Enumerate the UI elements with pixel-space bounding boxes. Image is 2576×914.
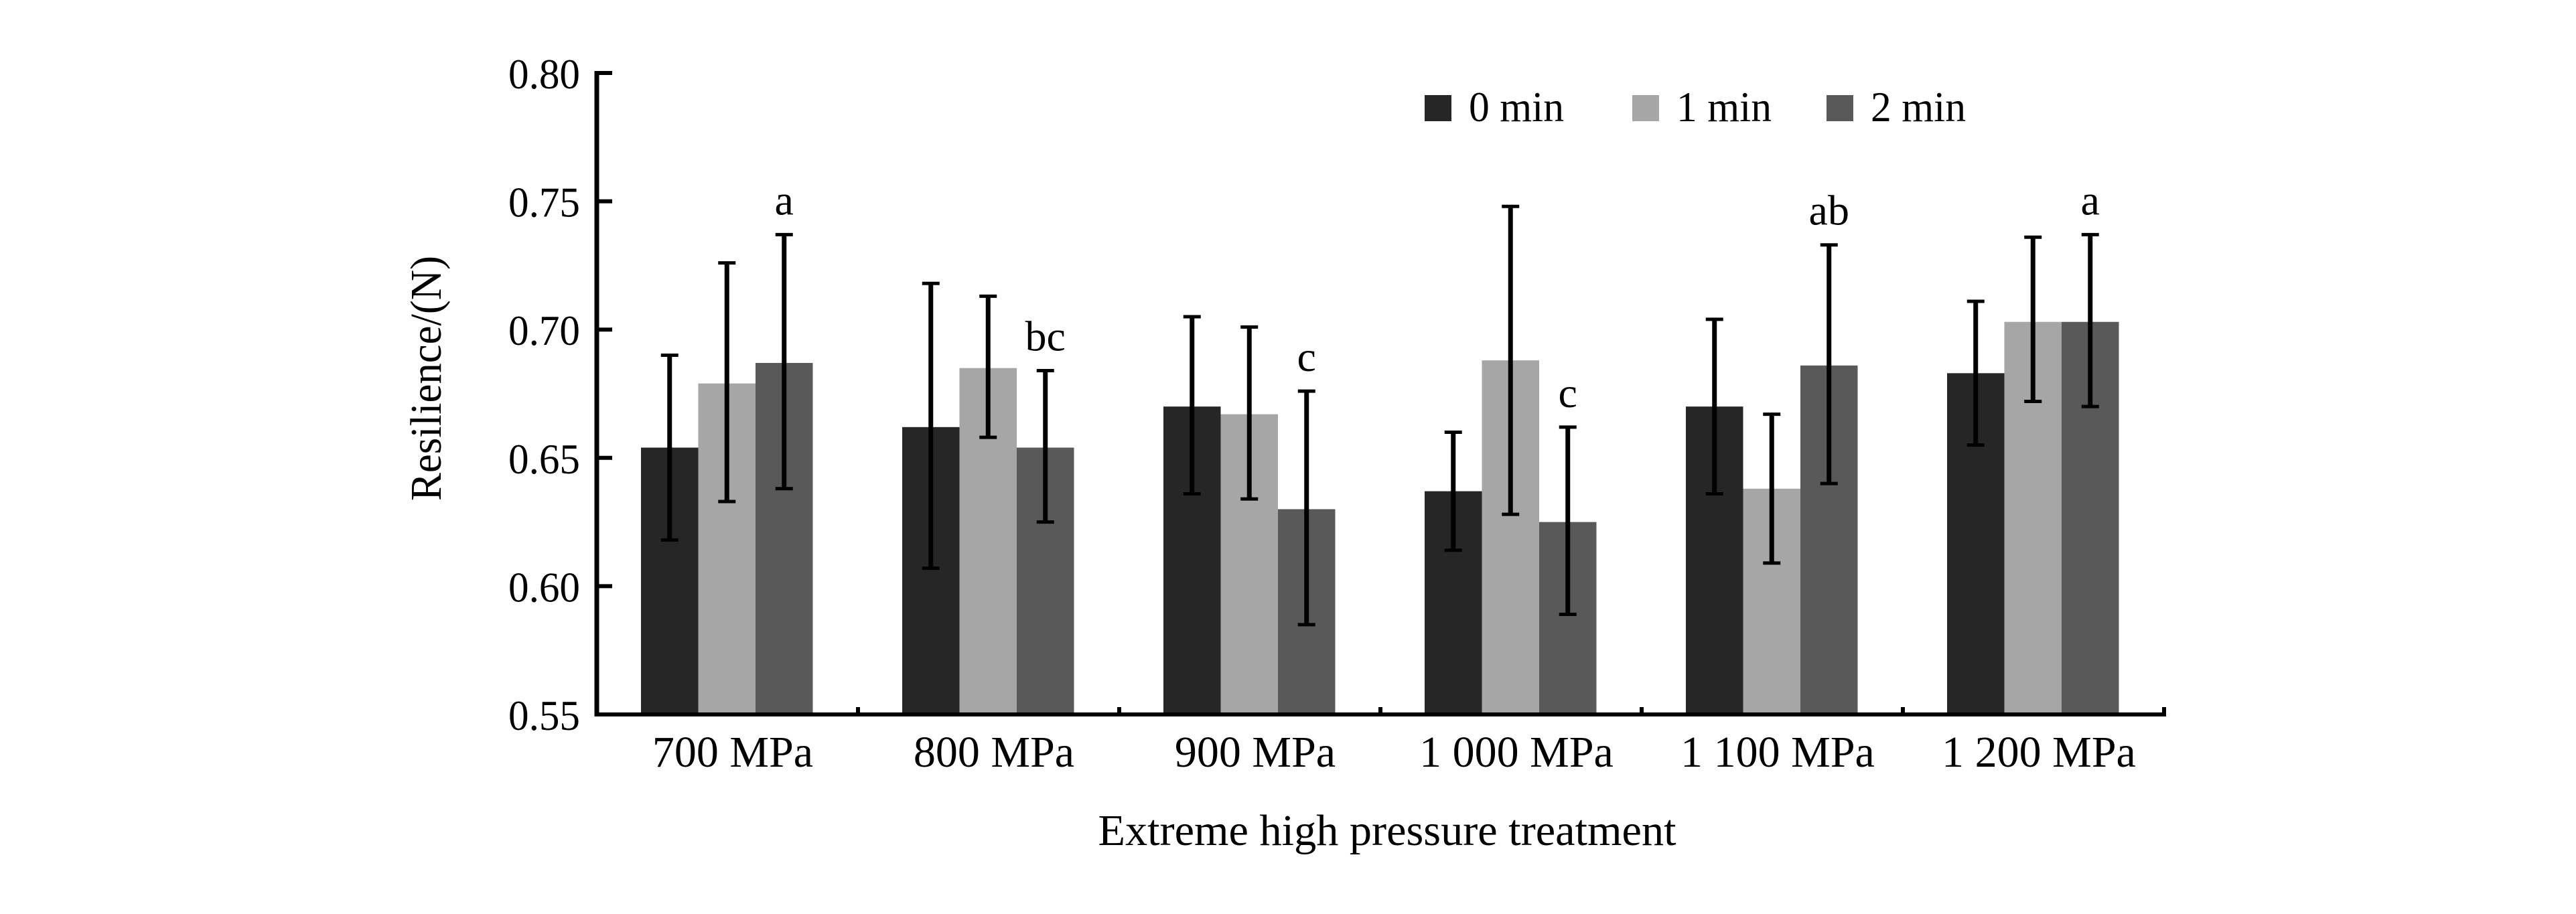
significance-letter: ab bbox=[1809, 187, 1849, 234]
error-bar-1min-1200mpa bbox=[2024, 235, 2042, 403]
y-tick-label: 0.65 bbox=[508, 435, 580, 483]
x-ticks: 700 MPa 800 MPa 900 MPa 1 000 MPa 1 100 MPa 1… bbox=[652, 707, 2166, 777]
error-bar-2min-700mpa bbox=[775, 232, 793, 491]
error-bars-layer bbox=[660, 204, 2099, 627]
legend-label: 1 min bbox=[1676, 83, 1772, 131]
error-bar-2min-800mpa bbox=[1036, 369, 1054, 524]
error-bar-0min-800mpa bbox=[922, 281, 940, 570]
error-bar-0min-700mpa bbox=[660, 354, 678, 542]
error-bar-1min-900mpa bbox=[1240, 325, 1259, 501]
error-bar-2min-1000mpa bbox=[1559, 425, 1577, 617]
significance-letter: a bbox=[775, 176, 794, 224]
error-bar-2min-1200mpa bbox=[2081, 232, 2099, 408]
error-bar-0min-1100mpa bbox=[1705, 317, 1723, 496]
error-bar-1min-700mpa bbox=[718, 261, 736, 504]
x-tick-label: 1 200 MPa bbox=[1942, 728, 2136, 777]
legend: 0 min 1 min 2 min bbox=[1425, 83, 1966, 131]
significance-letter: bc bbox=[1025, 313, 1066, 360]
x-tick-label: 800 MPa bbox=[914, 728, 1074, 777]
error-bar-1min-800mpa bbox=[979, 294, 997, 439]
y-tick-label: 0.60 bbox=[508, 563, 580, 611]
error-bar-1min-1000mpa bbox=[1502, 204, 1520, 516]
y-axis-title: Resilience/(N) bbox=[402, 256, 451, 501]
x-tick-label: 1 000 MPa bbox=[1419, 728, 1614, 777]
x-tick-label: 700 MPa bbox=[652, 728, 813, 777]
legend-item-0min: 0 min bbox=[1425, 83, 1564, 131]
bars-layer bbox=[641, 321, 2119, 713]
significance-letter: c bbox=[1559, 369, 1577, 416]
x-axis-title: Extreme high pressure treatment bbox=[1098, 806, 1676, 855]
legend-swatch bbox=[1425, 95, 1451, 121]
error-bar-0min-900mpa bbox=[1183, 315, 1201, 496]
error-bar-2min-1100mpa bbox=[1820, 243, 1838, 485]
y-tick-label: 0.80 bbox=[508, 50, 580, 98]
x-tick-label: 900 MPa bbox=[1175, 728, 1336, 777]
legend-item-2min: 2 min bbox=[1827, 83, 1966, 131]
legend-label: 2 min bbox=[1871, 83, 1966, 131]
significance-letters: a bc c c ab a bbox=[775, 176, 2100, 416]
y-tick-label: 0.55 bbox=[508, 692, 580, 739]
error-bar-0min-1200mpa bbox=[1966, 299, 1985, 447]
x-tick-label: 1 100 MPa bbox=[1680, 728, 1875, 777]
y-ticks: 0.55 0.60 0.65 0.70 0.75 0.80 bbox=[508, 50, 612, 739]
error-bar-2min-900mpa bbox=[1297, 389, 1315, 627]
axes bbox=[594, 71, 2166, 716]
significance-letter: a bbox=[2081, 176, 2100, 224]
error-bar-1min-1100mpa bbox=[1763, 412, 1781, 565]
error-bar-0min-1000mpa bbox=[1444, 430, 1462, 552]
legend-item-1min: 1 min bbox=[1632, 83, 1772, 131]
legend-swatch bbox=[1827, 95, 1853, 121]
legend-swatch bbox=[1632, 95, 1659, 121]
y-tick-label: 0.75 bbox=[508, 179, 580, 226]
legend-label: 0 min bbox=[1469, 83, 1564, 131]
y-tick-label: 0.70 bbox=[508, 307, 580, 354]
significance-letter: c bbox=[1297, 333, 1316, 380]
